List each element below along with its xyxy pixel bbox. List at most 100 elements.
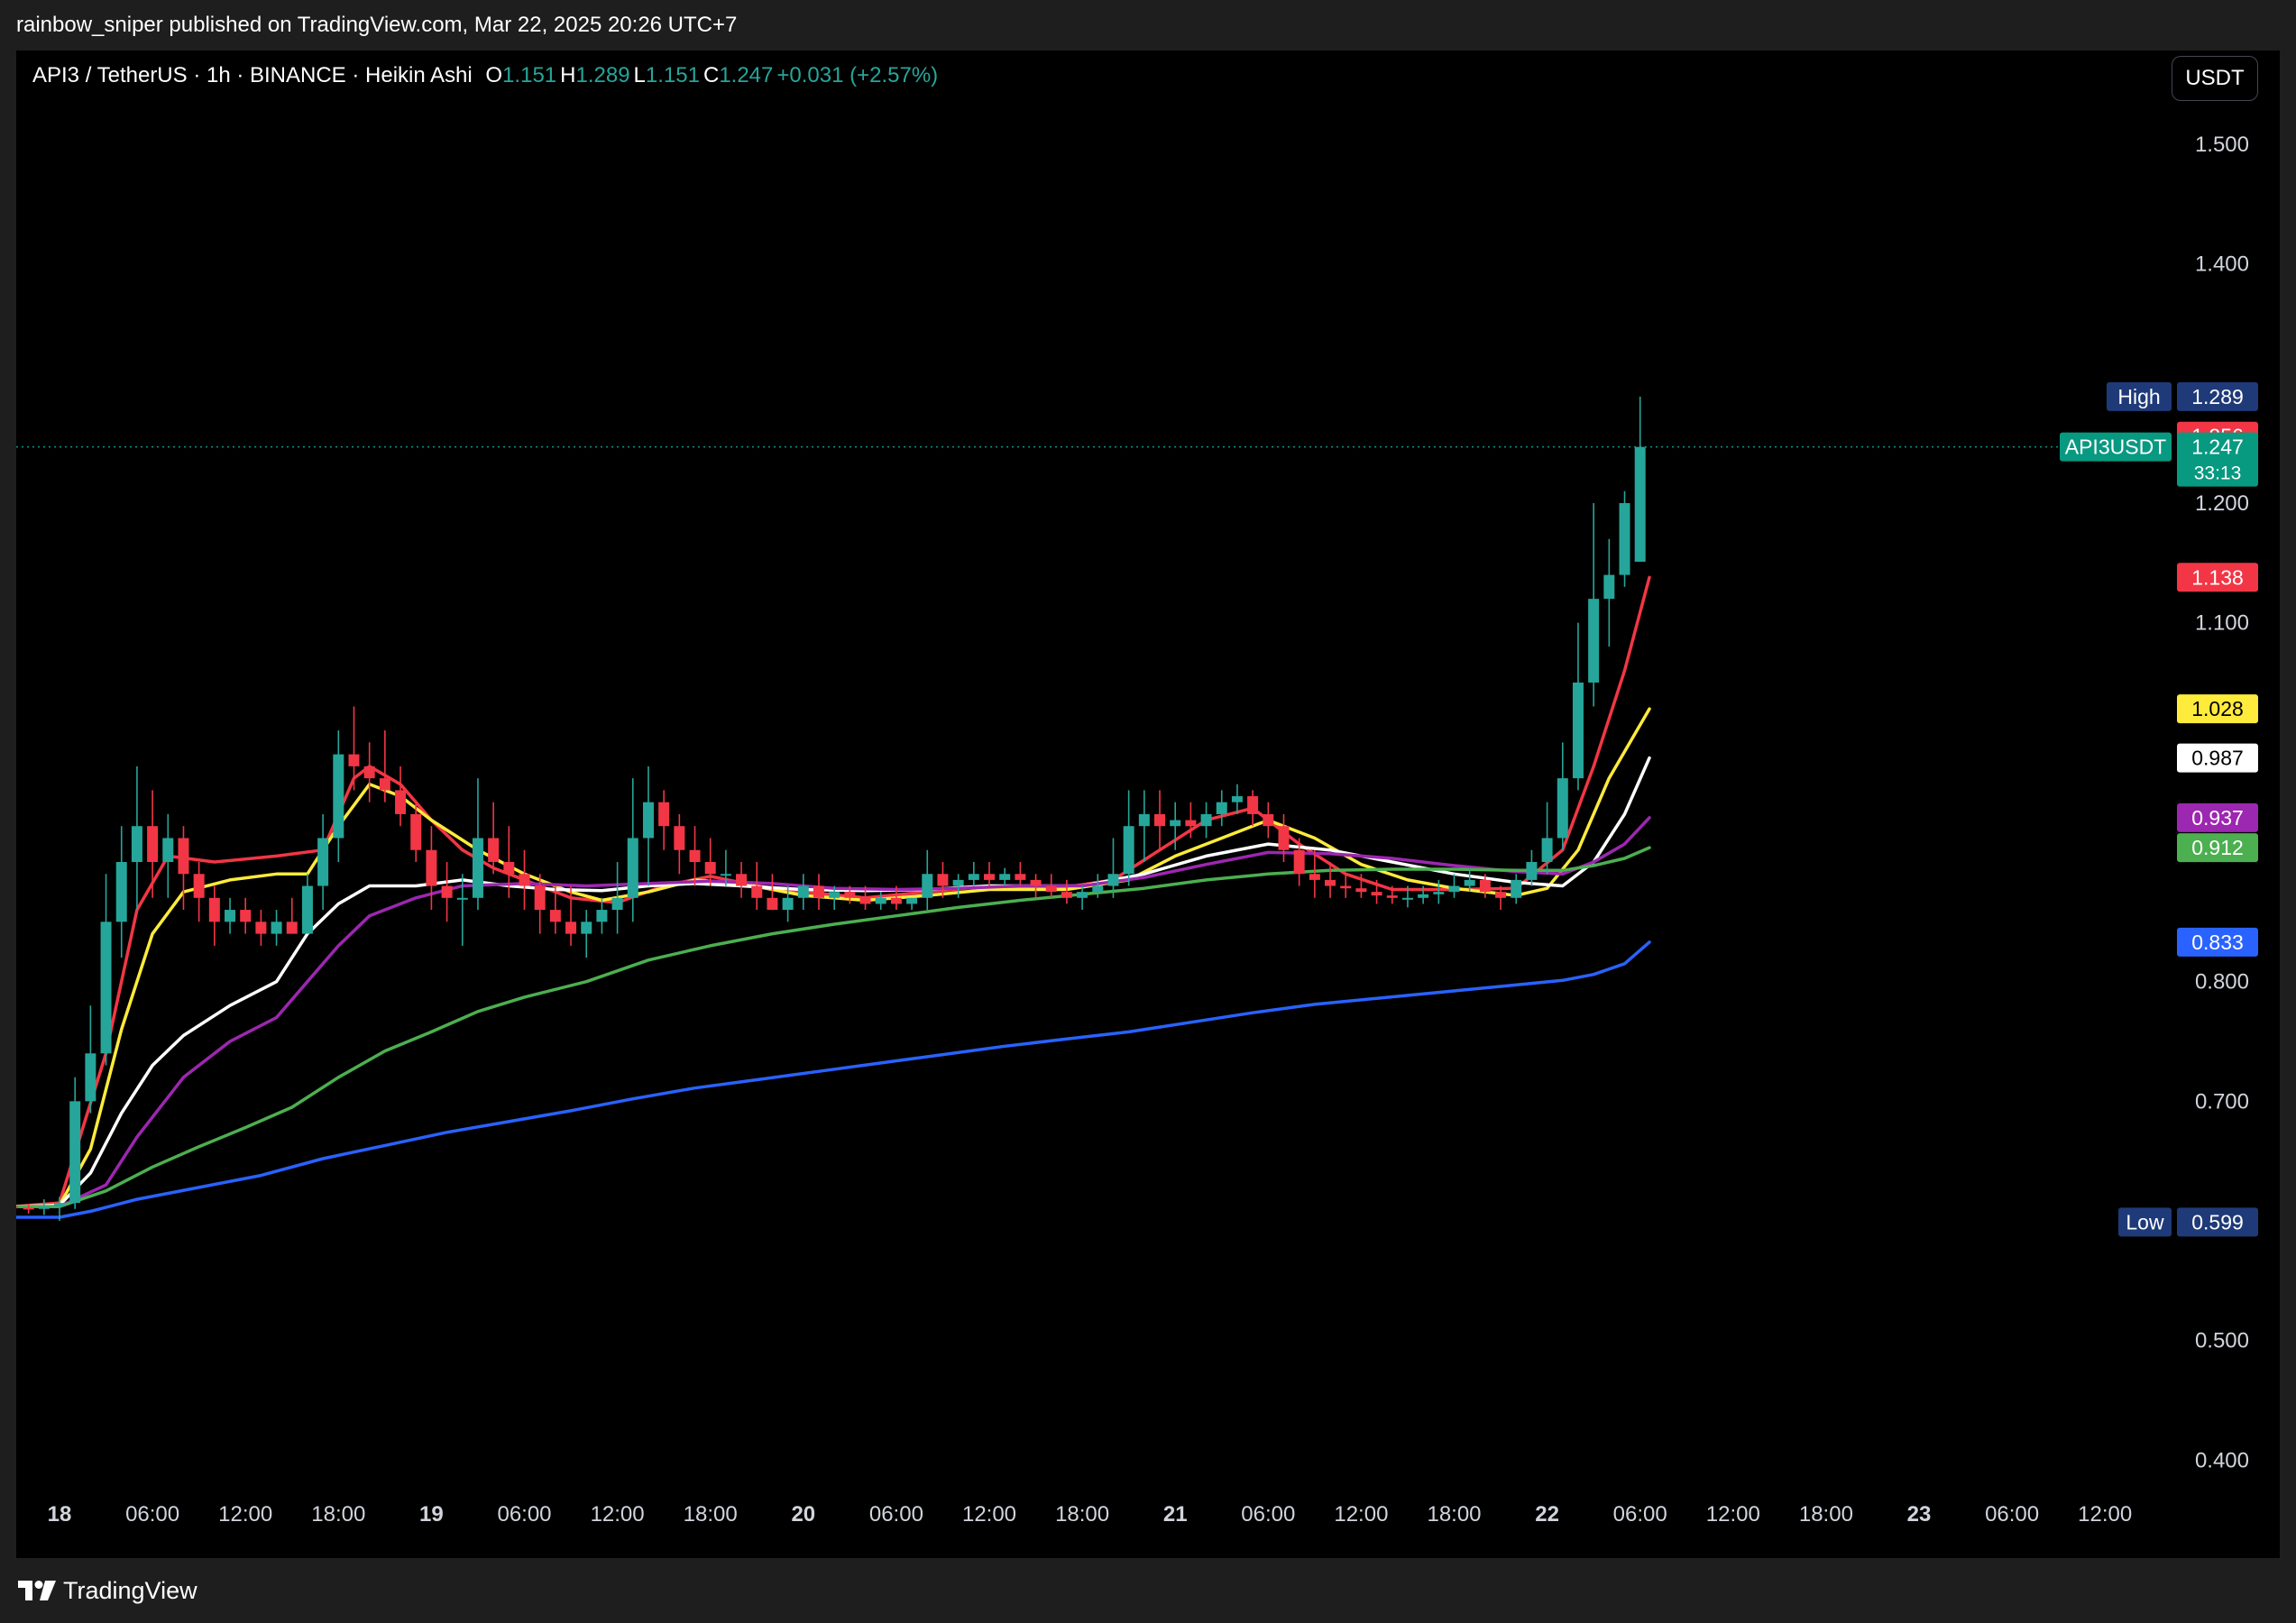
x-tick-label: 18:00 xyxy=(684,1502,738,1527)
candle-body xyxy=(1603,574,1615,600)
candle-body xyxy=(503,862,515,875)
candle-body xyxy=(441,885,453,898)
price-label-value: 1.028 xyxy=(2191,697,2244,720)
candle-body xyxy=(1572,683,1584,779)
candle-body xyxy=(286,922,298,934)
price-label-value: 0.987 xyxy=(2191,747,2244,770)
y-tick-label: 0.400 xyxy=(2195,1448,2249,1472)
price-tag-label: Low xyxy=(2126,1210,2164,1233)
candle-body xyxy=(255,922,267,934)
candle-body xyxy=(1557,778,1568,839)
legend-low-value: 1.151 xyxy=(645,63,700,87)
legend-change: +0.031 (+2.57%) xyxy=(776,63,939,87)
candle-body xyxy=(69,1101,81,1204)
tradingview-brand: TradingView xyxy=(63,1576,197,1604)
x-tick-label: 22 xyxy=(1535,1502,1559,1527)
candle-body xyxy=(689,849,701,862)
candle-body xyxy=(456,897,468,900)
candle-body xyxy=(317,838,329,886)
x-tick-label: 23 xyxy=(1907,1502,1932,1527)
x-tick-label: 12:00 xyxy=(1706,1502,1760,1527)
candle-body xyxy=(627,838,638,898)
price-label-value: 0.599 xyxy=(2191,1210,2244,1233)
candle-body xyxy=(1231,796,1243,802)
y-tick-label: 1.400 xyxy=(2195,252,2249,277)
price-label-box xyxy=(2177,802,2258,832)
candle-body xyxy=(1433,892,1445,894)
price-label-value: 0.912 xyxy=(2191,836,2244,859)
y-tick-label: 0.700 xyxy=(2195,1089,2249,1114)
candle-body xyxy=(581,922,592,934)
y-tick-label: 1.500 xyxy=(2195,133,2249,157)
candle-body xyxy=(1030,879,1042,886)
candle-body xyxy=(301,885,313,934)
x-tick-label: 21 xyxy=(1163,1502,1188,1527)
candle-body xyxy=(1418,894,1429,898)
x-tick-label: 18:00 xyxy=(1799,1502,1853,1527)
candle-body xyxy=(1309,874,1320,880)
candle-body xyxy=(674,826,685,850)
candle-body xyxy=(1355,888,1367,893)
x-tick-label: 12:00 xyxy=(1334,1502,1388,1527)
price-tag-box xyxy=(2060,432,2172,462)
x-tick-label: 06:00 xyxy=(869,1502,923,1527)
candle-body xyxy=(193,874,205,898)
candle-body xyxy=(875,897,886,904)
tradingview-icon xyxy=(18,1581,56,1600)
candle-body xyxy=(1448,885,1460,893)
candle-body xyxy=(1386,895,1398,898)
candle-body xyxy=(472,838,483,898)
tradingview-logo[interactable]: TradingView xyxy=(18,1577,197,1605)
candle-body xyxy=(147,826,159,862)
countdown-label: 33:13 xyxy=(2194,463,2242,484)
candle-body xyxy=(782,897,794,911)
candle-body xyxy=(1495,892,1507,898)
price-tag-box xyxy=(2118,1207,2172,1237)
x-tick-label: 18:00 xyxy=(1427,1502,1481,1527)
candle-body xyxy=(178,838,189,875)
candle-body xyxy=(85,1053,96,1102)
price-chart[interactable]: 1.500 1.400 1.200 1.100 0.800 0.700 0.500 0.400… xyxy=(16,50,2280,1558)
legend-high-value: 1.289 xyxy=(575,63,630,87)
legend-high-label: H xyxy=(560,63,576,87)
candle-body xyxy=(767,897,778,911)
candle-body xyxy=(23,1207,34,1210)
candle-body xyxy=(611,897,623,911)
price-tag-label: API3USDT xyxy=(2065,436,2166,459)
legend-close-value: 1.247 xyxy=(719,63,774,87)
candle-body xyxy=(736,874,748,886)
legend-open-label: O xyxy=(485,63,503,87)
candle-body xyxy=(1479,879,1491,893)
legend-close-label: C xyxy=(703,63,720,87)
published-header: rainbow_sniper published on TradingView.… xyxy=(0,0,2296,50)
price-label-box xyxy=(2177,694,2258,724)
ema-line xyxy=(16,756,1651,1208)
candle-body xyxy=(1325,879,1336,886)
y-tick-label: 1.100 xyxy=(2195,611,2249,636)
candle-body xyxy=(131,826,142,862)
currency-button[interactable]: USDT xyxy=(2172,56,2258,101)
candle-body xyxy=(1077,892,1088,898)
candle-body xyxy=(549,910,561,922)
candle-body xyxy=(1263,813,1274,827)
chart-legend: API3 / TetherUS · 1h · BINANCE · Heikin … xyxy=(32,63,941,88)
candle-body xyxy=(488,838,500,862)
candle-body xyxy=(1541,838,1553,862)
candle-body xyxy=(999,874,1011,880)
x-tick-label: 06:00 xyxy=(125,1502,179,1527)
ema-line xyxy=(16,707,1651,1208)
y-tick-label: 1.200 xyxy=(2195,491,2249,516)
candle-body xyxy=(813,885,824,898)
candle-body xyxy=(100,922,112,1054)
chart-frame[interactable]: 1.500 1.400 1.200 1.100 0.800 0.700 0.500 0.400… xyxy=(16,50,2280,1558)
candle-body xyxy=(922,874,933,898)
price-tag-box xyxy=(2107,381,2172,411)
candle-body xyxy=(1511,879,1522,898)
ema-line xyxy=(16,940,1651,1219)
candle-body xyxy=(797,885,809,898)
candle-body xyxy=(1526,862,1538,880)
x-tick-label: 12:00 xyxy=(2078,1502,2132,1527)
x-tick-label: 18:00 xyxy=(311,1502,365,1527)
legend-symbol: API3 / TetherUS · 1h · BINANCE · Heikin … xyxy=(32,63,473,87)
candle-body xyxy=(704,862,716,875)
